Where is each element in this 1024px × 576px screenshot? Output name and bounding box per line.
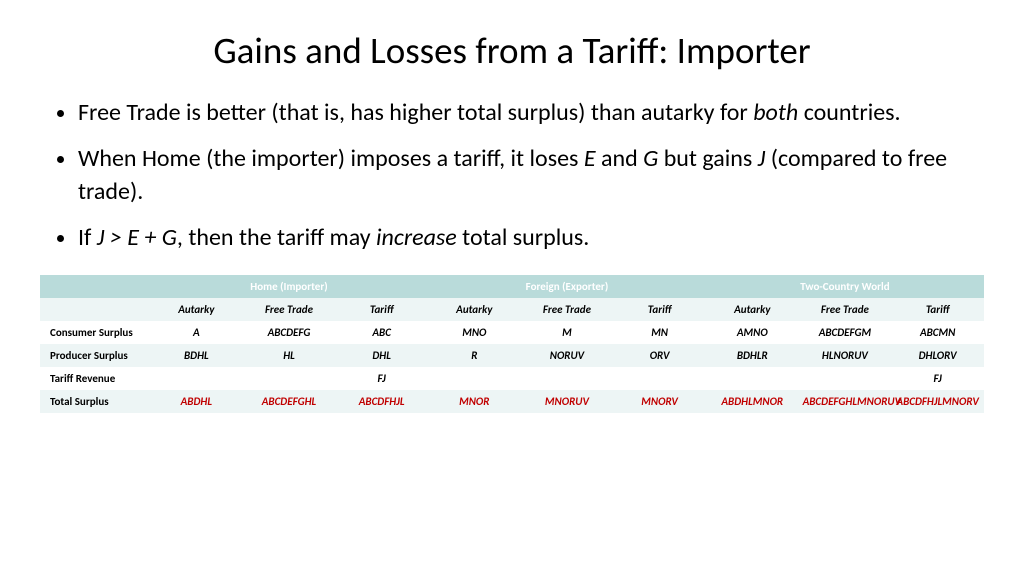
table-cell: ABCMN bbox=[891, 321, 984, 344]
table-cell: M bbox=[521, 321, 614, 344]
table-cell: ABCDEFGM bbox=[799, 321, 892, 344]
table-cell: MN bbox=[613, 321, 706, 344]
table-row: Consumer SurplusAABCDEFGABCMNOMMNAMNOABC… bbox=[40, 321, 984, 344]
group-header-row: Home (Importer) Foreign (Exporter) Two-C… bbox=[40, 275, 984, 298]
table-cell bbox=[613, 367, 706, 390]
group-foreign: Foreign (Exporter) bbox=[428, 275, 706, 298]
sub-header-row: Autarky Free Trade Tariff Autarky Free T… bbox=[40, 298, 984, 321]
table-cell: MNORUV bbox=[521, 390, 614, 413]
table-cell: ABDHL bbox=[150, 390, 243, 413]
table-cell: BDHLR bbox=[706, 344, 799, 367]
bullet-1: Free Trade is better (that is, has highe… bbox=[78, 97, 984, 129]
table-cell bbox=[150, 367, 243, 390]
slide-title: Gains and Losses from a Tariff: Importer bbox=[40, 28, 984, 73]
table-cell: ABCDEFG bbox=[243, 321, 336, 344]
row-label: Total Surplus bbox=[40, 390, 150, 413]
table-cell: ABCDFHJLMNORV bbox=[891, 390, 984, 413]
table-cell: A bbox=[150, 321, 243, 344]
table-row: Total SurplusABDHLABCDEFGHLABCDFHJLMNORM… bbox=[40, 390, 984, 413]
col-header: Tariff bbox=[335, 298, 428, 321]
table-cell: FJ bbox=[335, 367, 428, 390]
table-cell: MNOR bbox=[428, 390, 521, 413]
table-cell: MNORV bbox=[613, 390, 706, 413]
row-label: Producer Surplus bbox=[40, 344, 150, 367]
table-row: Tariff Revenue FJ FJ bbox=[40, 367, 984, 390]
table-cell: DHLORV bbox=[891, 344, 984, 367]
row-label: Consumer Surplus bbox=[40, 321, 150, 344]
row-label: Tariff Revenue bbox=[40, 367, 150, 390]
col-header: Autarky bbox=[706, 298, 799, 321]
table-cell: ORV bbox=[613, 344, 706, 367]
table-cell: HLNORUV bbox=[799, 344, 892, 367]
table-cell: ABCDEFGHL bbox=[243, 390, 336, 413]
table-cell: ABDHLMNOR bbox=[706, 390, 799, 413]
table-cell: FJ bbox=[891, 367, 984, 390]
bullet-list: Free Trade is better (that is, has highe… bbox=[40, 97, 984, 255]
table-cell: ABC bbox=[335, 321, 428, 344]
table-cell: AMNO bbox=[706, 321, 799, 344]
table-cell: DHL bbox=[335, 344, 428, 367]
table-cell: HL bbox=[243, 344, 336, 367]
table-cell bbox=[706, 367, 799, 390]
col-header: Free Trade bbox=[521, 298, 614, 321]
bullet-2: When Home (the importer) imposes a tarif… bbox=[78, 143, 984, 208]
table-row: Producer SurplusBDHLHLDHLRNORUVORVBDHLRH… bbox=[40, 344, 984, 367]
table-cell: ABCDFHJL bbox=[335, 390, 428, 413]
col-header: Autarky bbox=[150, 298, 243, 321]
table-cell: MNO bbox=[428, 321, 521, 344]
table-cell: BDHL bbox=[150, 344, 243, 367]
table-cell: ABCDEFGHLMNORUV bbox=[799, 390, 892, 413]
bullet-3: If J > E + G, then the tariff may increa… bbox=[78, 222, 984, 254]
slide: Gains and Losses from a Tariff: Importer… bbox=[0, 0, 1024, 576]
col-header: Free Trade bbox=[799, 298, 892, 321]
col-header: Tariff bbox=[613, 298, 706, 321]
col-header: Tariff bbox=[891, 298, 984, 321]
col-header: Free Trade bbox=[243, 298, 336, 321]
col-header: Autarky bbox=[428, 298, 521, 321]
table-cell: NORUV bbox=[521, 344, 614, 367]
group-home: Home (Importer) bbox=[150, 275, 428, 298]
table-cell bbox=[428, 367, 521, 390]
table-cell bbox=[243, 367, 336, 390]
group-world: Two-Country World bbox=[706, 275, 984, 298]
surplus-table: Home (Importer) Foreign (Exporter) Two-C… bbox=[40, 275, 984, 413]
table-cell bbox=[799, 367, 892, 390]
table-cell bbox=[521, 367, 614, 390]
table-cell: R bbox=[428, 344, 521, 367]
